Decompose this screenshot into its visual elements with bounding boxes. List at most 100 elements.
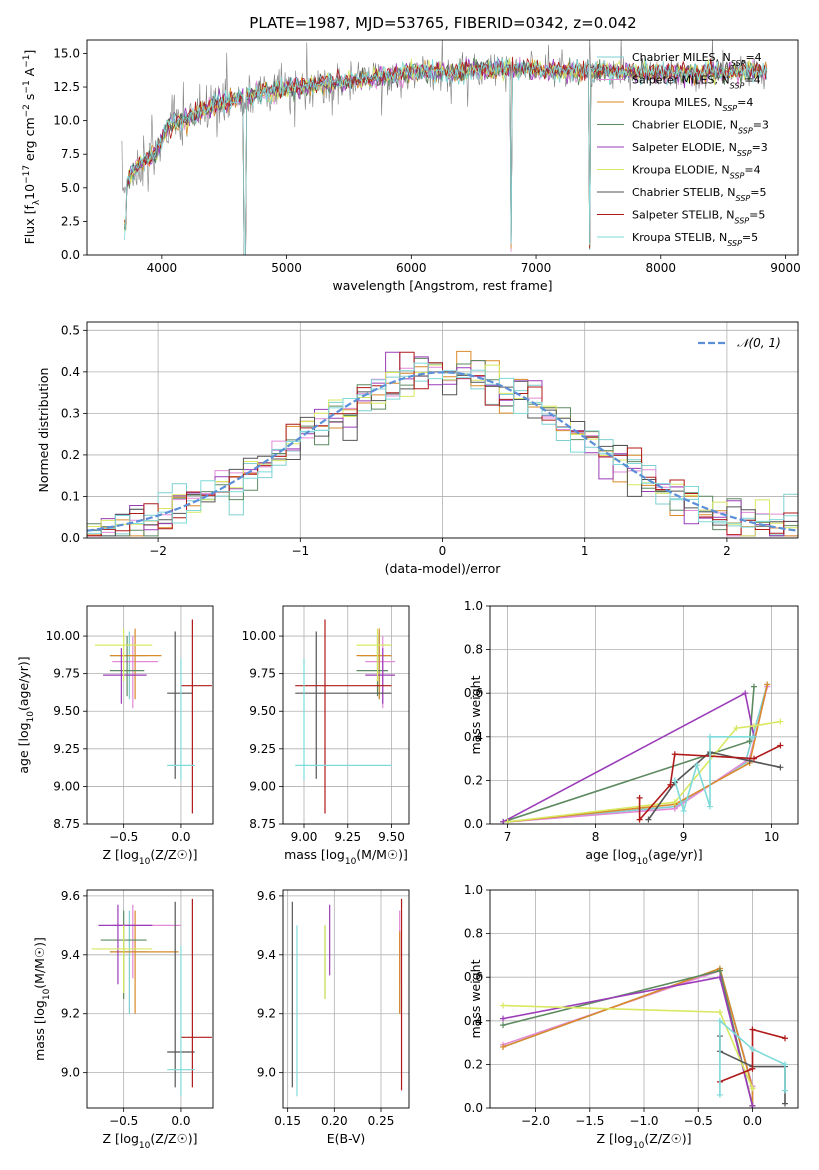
series-chabrier-miles <box>504 681 771 824</box>
series-marker <box>751 722 757 729</box>
series-line <box>502 1004 754 1089</box>
x-tick-label: 9.50 <box>378 830 405 844</box>
errorbar-chabrier-miles <box>360 631 392 700</box>
x-tick-label: 0.15 <box>274 1114 301 1128</box>
y-tick-label: 7.5 <box>61 147 80 161</box>
series-kroupa-elodie <box>500 1002 756 1092</box>
y-tick-label: 9.0 <box>257 1066 276 1080</box>
y-tick-label: 9.4 <box>61 948 80 962</box>
x-tick-label: 8 <box>592 830 600 844</box>
x-axis-label: Z [log10(Z/Z☉)] <box>596 1131 691 1151</box>
axes-frame <box>86 321 799 539</box>
x-tick-label: 8000 <box>646 261 677 275</box>
errorbar-kroupa-miles <box>356 628 392 700</box>
series-marker <box>749 1026 756 1033</box>
errorbar-kroupa-elodie <box>356 628 392 682</box>
y-tick-label: 9.2 <box>61 1007 80 1021</box>
series-marker <box>781 1035 788 1042</box>
series-kroupa-miles <box>504 681 771 824</box>
x-tick-label: 0.0 <box>743 1114 762 1128</box>
series-marker <box>636 794 643 801</box>
y-tick-label: 10.00 <box>242 629 276 643</box>
y-tick-label: 9.75 <box>53 667 80 681</box>
series-line <box>502 969 754 1106</box>
plot-area <box>87 890 213 1108</box>
errorbar-chabrier-elodie <box>109 636 145 697</box>
y-axis-label: Normed distribution <box>36 368 51 493</box>
series-marker <box>680 807 687 814</box>
y-tick-label: 9.6 <box>257 889 276 903</box>
model-spectrum-kroupa-stelib <box>124 57 768 255</box>
x-tick-label: −0.5 <box>684 1114 713 1128</box>
series-chabrier-elodie <box>500 967 756 1108</box>
series-line <box>507 686 768 823</box>
series-salpeter-stelib <box>636 742 784 823</box>
x-tick-label: −0.5 <box>109 1114 138 1128</box>
plot-area <box>87 606 213 824</box>
legend-entry: Kroupa ELODIE, NSSP=4 <box>632 164 761 181</box>
series-marker <box>777 718 784 725</box>
y-tick-label: 0.6 <box>464 970 483 984</box>
y-axis-label: mass weight <box>468 959 483 1038</box>
y-tick-label: 0.8 <box>464 643 483 657</box>
panel-weight_vs_age: 7 8 9 10 0.0 0.2 0.4 0.6 0.8 1.0 age [log10(age/yr… <box>464 599 799 867</box>
x-tick-label: 0.0 <box>171 1114 190 1128</box>
series-marker <box>645 816 652 823</box>
y-tick-label: 9.6 <box>61 889 80 903</box>
series-marker <box>716 1017 723 1024</box>
errorbar-kroupa-miles <box>109 628 162 700</box>
series-marker <box>733 725 740 732</box>
x-tick-label: 7000 <box>521 261 552 275</box>
y-tick-label: 0.3 <box>61 406 80 420</box>
y-axis-label: age [log10(age/yr)] <box>16 656 36 773</box>
y-tick-label: 9.75 <box>249 667 276 681</box>
series-marker <box>777 764 784 771</box>
y-tick-label: 0.1 <box>61 489 80 503</box>
y-tick-label: 0.0 <box>61 248 80 262</box>
panel-age_vs_mass: 9.00 9.25 9.50 8.75 9.00 9.25 9.50 9.75 10.00 mas… <box>242 605 410 867</box>
series-marker <box>751 683 757 690</box>
y-tick-label: 0.6 <box>464 686 483 700</box>
series-line <box>674 736 754 814</box>
x-tick-label: 4000 <box>147 261 178 275</box>
series-kroupa-stelib <box>716 1017 788 1098</box>
legend-entry: Kroupa STELIB, NSSP=5 <box>632 231 758 248</box>
x-tick-label: 6000 <box>396 261 427 275</box>
y-tick-label: 0.0 <box>464 817 483 831</box>
series-marker <box>500 1022 507 1029</box>
series-marker <box>716 967 723 974</box>
errorbar-kroupa-elodie <box>91 925 153 994</box>
axes-frame <box>282 605 410 825</box>
y-axis-label: Flux [fλ10−17 erg cm−2 s−1 A−1] <box>22 50 42 245</box>
panel-age_vs_Z: −0.5 0.0 8.75 9.00 9.25 9.50 9.75 10.00 Z [log10… <box>16 605 214 867</box>
panel-residuals: −2 −1 0 1 2 0.0 0.1 0.2 0.3 0.4 0.5 (data-model)/er… <box>36 321 799 576</box>
x-tick-label: 9.00 <box>291 830 318 844</box>
x-tick-label: 0 <box>439 544 447 558</box>
x-tick-label: 9 <box>680 830 688 844</box>
series-salpeter-miles <box>504 683 771 824</box>
y-tick-label: 2.5 <box>61 214 80 228</box>
x-tick-label: 2 <box>723 544 731 558</box>
errorbar-kroupa-stelib <box>167 945 195 1097</box>
y-tick-label: 9.00 <box>53 779 80 793</box>
model-spectrum-salpeter-stelib <box>124 56 768 255</box>
axes-frame <box>86 605 214 825</box>
series-salpeter-elodie <box>500 974 756 1108</box>
panel-spectrum: 4000 5000 6000 7000 8000 9000 0.0 2.5 5.0 7.5 10.0… <box>22 39 801 293</box>
x-axis-label: wavelength [Angstrom, rest frame] <box>332 278 552 293</box>
series-marker <box>781 1087 788 1094</box>
y-axis-label: mass weight <box>468 675 483 754</box>
series-marker <box>693 762 700 769</box>
axes-frame <box>489 889 799 1109</box>
y-tick-label: 15.0 <box>53 46 80 60</box>
plot-area <box>490 890 798 1108</box>
axes-frame <box>86 39 799 256</box>
errorbar-salpeter-miles <box>365 636 395 709</box>
y-tick-label: 0.0 <box>61 531 80 545</box>
panel-weight_vs_Z: −2.0 −1.5 −1.0 −0.5 0.0 0.0 0.2 0.4 0.6 0.8 1.0 Z [… <box>464 883 799 1151</box>
y-tick-label: 9.50 <box>249 704 276 718</box>
y-tick-label: 1.0 <box>464 883 483 897</box>
y-tick-label: 8.75 <box>249 817 276 831</box>
legend-entry: Salpeter ELODIE, NSSP=3 <box>632 141 768 158</box>
x-tick-label: 5000 <box>271 261 302 275</box>
